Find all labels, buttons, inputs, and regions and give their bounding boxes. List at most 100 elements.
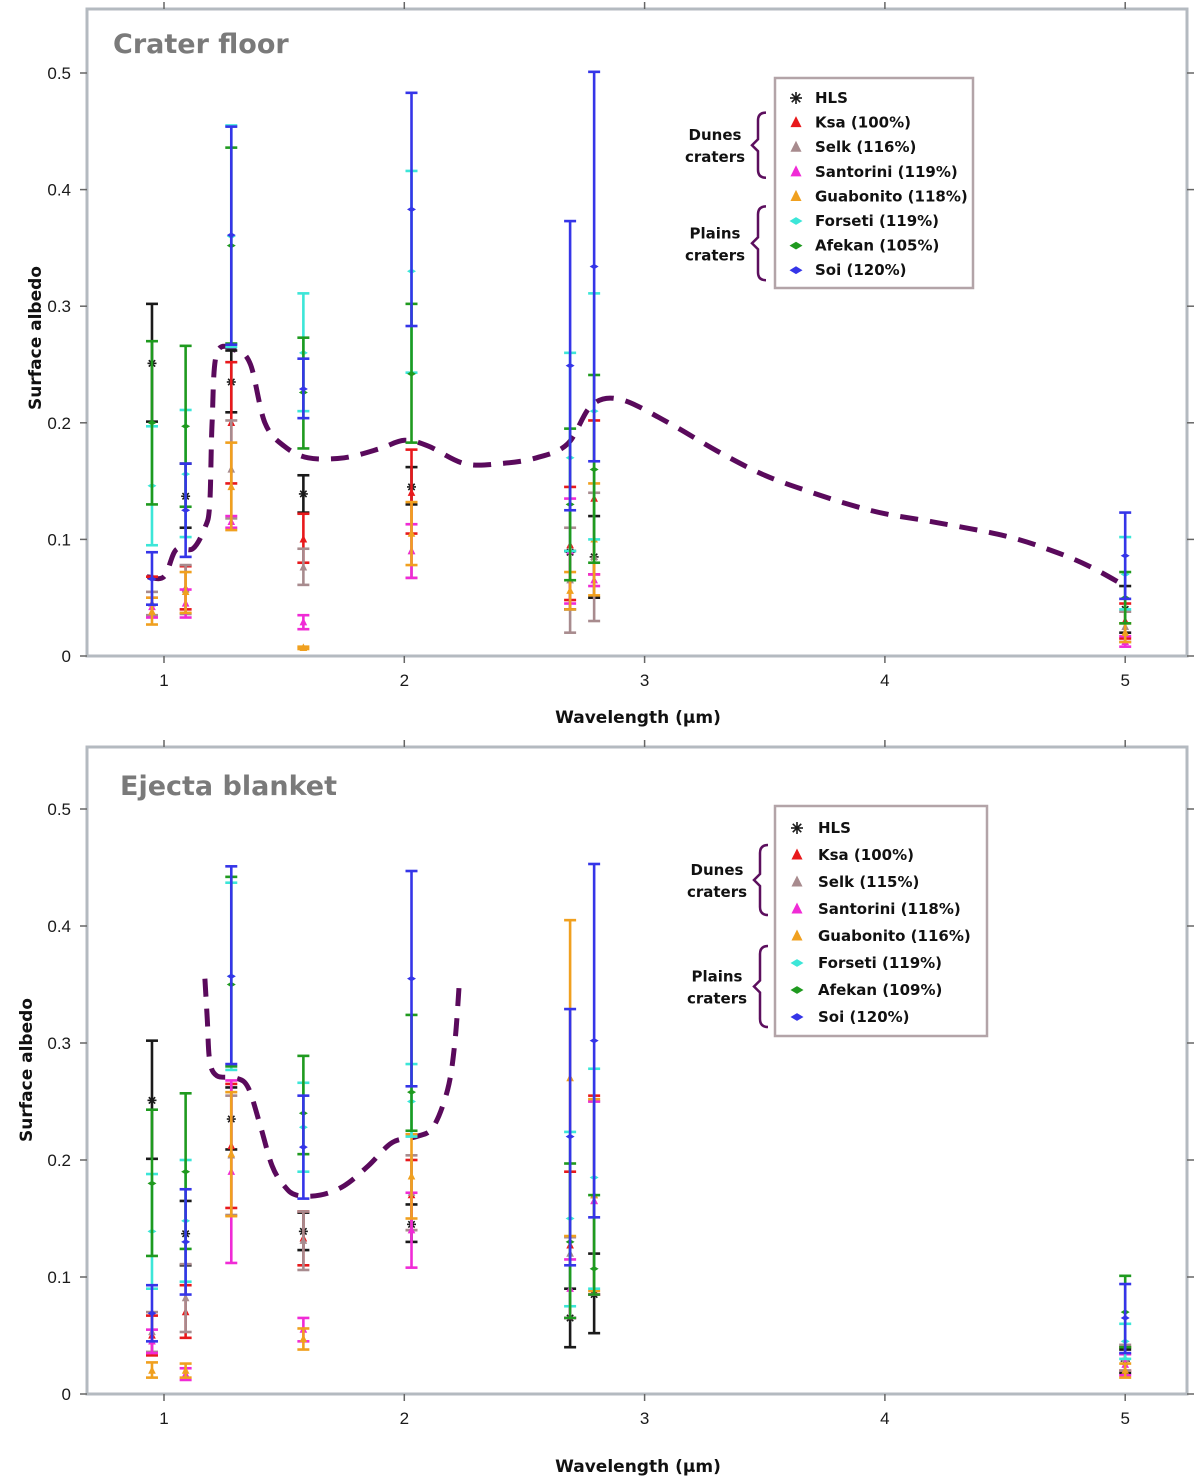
panel-ejecta-blanket: 0 0.1 0.2 0.3 0.4 0.5 1 2 3 4 5 Waveleng… bbox=[17, 740, 1194, 1477]
y-tick-label: 0.1 bbox=[47, 1268, 71, 1287]
x-tick-label: 2 bbox=[400, 1409, 409, 1428]
data-point-marker bbox=[789, 217, 803, 225]
legend: HLS Ksa (100%) Selk (116%) Santorini (11… bbox=[685, 76, 975, 290]
data-point bbox=[405, 91, 418, 328]
data-point-marker bbox=[790, 1013, 804, 1021]
data-point bbox=[179, 1362, 192, 1379]
data-point bbox=[225, 125, 238, 346]
x-tick-label: 3 bbox=[640, 671, 649, 690]
data-point-marker bbox=[227, 1149, 236, 1158]
data-point-marker bbox=[298, 489, 308, 499]
y-tick-label: 0 bbox=[62, 1385, 71, 1404]
x-axis-label: Wavelength (μm) bbox=[555, 1457, 721, 1477]
y-tick-label: 0.2 bbox=[47, 414, 71, 433]
data-point-marker bbox=[407, 206, 417, 213]
panel-crater-floor: 0 0.1 0.2 0.3 0.4 0.5 1 2 3 4 5 Waveleng… bbox=[26, 2, 1194, 728]
data-point bbox=[297, 357, 310, 420]
data-point-marker bbox=[589, 1266, 599, 1272]
data-point-marker bbox=[790, 165, 802, 177]
legend-entry: Ksa (100%) bbox=[815, 114, 911, 132]
legend-box bbox=[773, 804, 989, 1038]
data-point bbox=[588, 70, 601, 463]
data-point-marker bbox=[790, 92, 802, 104]
data-point bbox=[179, 462, 192, 559]
data-point-marker bbox=[565, 1133, 575, 1140]
x-tick-label: 1 bbox=[159, 671, 168, 690]
data-point-marker bbox=[299, 1334, 308, 1343]
data-point-marker bbox=[299, 643, 308, 651]
data-point-marker bbox=[790, 986, 804, 994]
data-point bbox=[145, 1361, 158, 1379]
data-point-marker bbox=[407, 975, 417, 982]
data-point-marker bbox=[1120, 553, 1130, 559]
data-point bbox=[1119, 511, 1132, 601]
data-point bbox=[405, 1132, 418, 1220]
data-point bbox=[297, 643, 310, 651]
data-point-marker bbox=[790, 140, 802, 152]
legend-group-label: Plains bbox=[691, 968, 742, 986]
data-point-marker bbox=[147, 1180, 157, 1187]
series-soi bbox=[145, 862, 1132, 1355]
y-tick-label: 0.4 bbox=[47, 181, 71, 200]
data-point-marker bbox=[227, 482, 236, 491]
data-point bbox=[297, 1094, 310, 1200]
data-point bbox=[405, 869, 418, 1088]
data-point-marker bbox=[148, 607, 156, 615]
data-point bbox=[1119, 1362, 1132, 1379]
legend-entry: HLS bbox=[818, 819, 851, 837]
data-point-marker bbox=[407, 1171, 416, 1180]
legend-entry: Forseti (119%) bbox=[815, 212, 939, 230]
data-point bbox=[297, 1327, 310, 1351]
x-tick-label: 5 bbox=[1120, 1409, 1129, 1428]
data-point-marker bbox=[407, 529, 416, 537]
legend-group-label: craters bbox=[685, 148, 745, 166]
data-marks bbox=[145, 70, 1132, 651]
data-point-marker bbox=[181, 1293, 190, 1302]
legend-entry: Soi (120%) bbox=[815, 261, 907, 279]
legend-entry: Afekan (105%) bbox=[815, 237, 939, 255]
y-axis-label: Surface albedo bbox=[26, 266, 46, 410]
legend-entry: Selk (116%) bbox=[815, 138, 916, 156]
data-point-marker bbox=[791, 875, 803, 887]
y-tick-label: 0.5 bbox=[47, 64, 71, 83]
data-point-marker bbox=[299, 1236, 308, 1244]
data-point bbox=[1119, 1282, 1132, 1355]
legend-group-bracket bbox=[752, 843, 769, 917]
series-soi bbox=[145, 70, 1132, 606]
legend-entry: Santorini (119%) bbox=[815, 163, 958, 181]
data-point bbox=[225, 441, 238, 532]
legend-group-label: Dunes bbox=[691, 861, 744, 879]
y-tick-labels: 0 0.1 0.2 0.3 0.4 0.5 bbox=[47, 800, 71, 1404]
data-point-marker bbox=[298, 1144, 308, 1150]
x-tick-labels: 1 2 3 4 5 bbox=[159, 1409, 1130, 1428]
data-point-marker bbox=[407, 1225, 416, 1234]
x-tick-label: 2 bbox=[400, 671, 409, 690]
data-point bbox=[145, 339, 158, 506]
legend-markers bbox=[790, 822, 804, 1021]
data-point-marker bbox=[181, 1239, 191, 1245]
data-point bbox=[297, 1210, 310, 1272]
y-tick-label: 0.1 bbox=[47, 530, 71, 549]
data-point-marker bbox=[181, 423, 191, 429]
legend-entry: Guabonito (116%) bbox=[818, 927, 971, 945]
legend-group-bracket bbox=[750, 111, 767, 180]
data-point-marker bbox=[181, 1366, 190, 1374]
data-point bbox=[179, 570, 192, 615]
data-point bbox=[297, 613, 310, 631]
data-point-marker bbox=[589, 263, 599, 270]
legend-entry: Soi (120%) bbox=[818, 1008, 910, 1026]
data-marks bbox=[145, 862, 1132, 1382]
legend-entry: Selk (115%) bbox=[818, 873, 919, 891]
data-point-marker bbox=[1121, 1366, 1130, 1374]
data-point-marker bbox=[147, 1310, 157, 1316]
panel-title: Ejecta blanket bbox=[120, 771, 337, 802]
data-point-marker bbox=[299, 562, 308, 571]
y-tick-labels: 0 0.1 0.2 0.3 0.4 0.5 bbox=[47, 64, 71, 666]
data-point-marker bbox=[298, 386, 308, 392]
data-point-marker bbox=[226, 973, 236, 980]
legend-group-bracket bbox=[750, 205, 767, 282]
data-point-marker bbox=[565, 362, 575, 369]
data-point-marker bbox=[589, 466, 599, 473]
data-point bbox=[588, 862, 601, 1219]
data-point-marker bbox=[566, 586, 574, 594]
